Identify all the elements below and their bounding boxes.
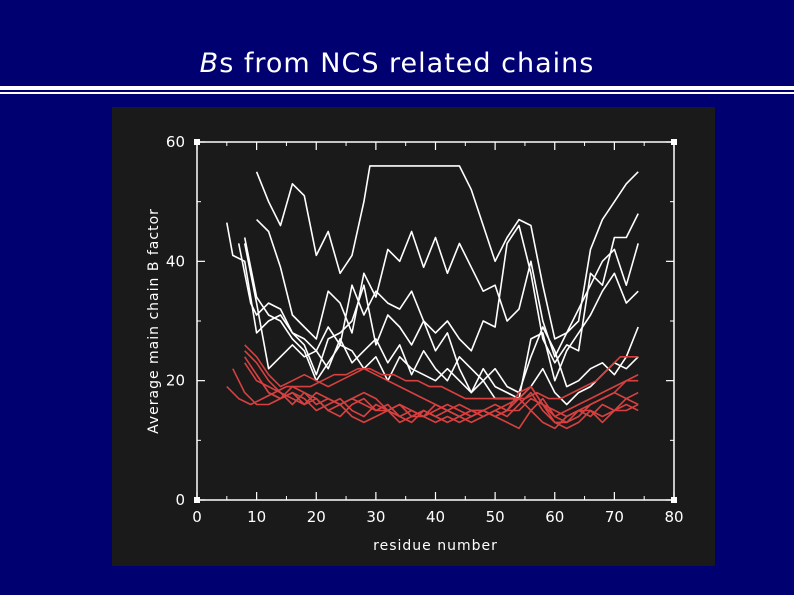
series-line-1 (226, 213, 639, 364)
y-tick-label: 0 (175, 491, 185, 509)
slide-title-rest: s from NCS related chains (219, 48, 595, 79)
title-rule-bottom (0, 92, 794, 94)
x-tick-label: 30 (366, 508, 385, 526)
x-tick-label: 80 (664, 508, 683, 526)
series-line-13 (244, 362, 639, 418)
x-axis-label: residue number (373, 538, 498, 554)
series-line-12 (232, 368, 639, 430)
y-tick-label: 20 (166, 372, 185, 390)
series-line-6 (243, 237, 639, 406)
series-line-2 (255, 165, 639, 340)
y-tick-label: 40 (166, 252, 185, 270)
series-line-3 (256, 219, 639, 358)
y-tick-label: 60 (166, 133, 185, 151)
x-tick-label: 50 (486, 508, 505, 526)
series-group (226, 165, 639, 430)
plot-panel: 0 10 20 30 40 50 60 70 80 0 20 40 60 residue number … (112, 107, 715, 566)
slide-title: Bs from NCS related chains (0, 48, 794, 79)
x-tick-label: 40 (426, 508, 445, 526)
x-tick-label: 70 (605, 508, 624, 526)
x-tick-label: 0 (192, 508, 202, 526)
axes-frame (194, 139, 677, 503)
x-tick-label: 20 (307, 508, 326, 526)
y-axis-label: Average main chain B factor (146, 208, 162, 434)
x-tick-label: 60 (545, 508, 564, 526)
series-line-4 (237, 243, 639, 400)
title-rule-top (0, 86, 794, 90)
x-tick-label: 10 (247, 508, 266, 526)
series-line-8 (226, 356, 639, 406)
tick-labels: 0 10 20 30 40 50 60 70 80 0 20 40 60 (166, 133, 684, 526)
series-line-11 (244, 356, 639, 430)
slide-title-italic: B (199, 48, 220, 79)
